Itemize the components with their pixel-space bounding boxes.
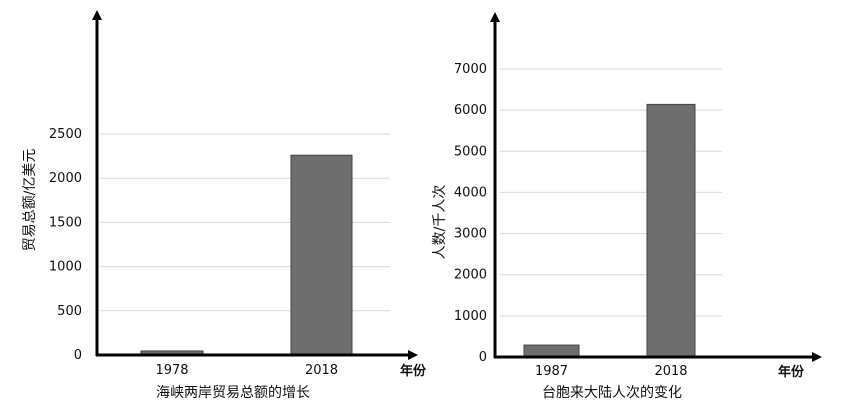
x-tick-label: 1987 bbox=[535, 364, 568, 379]
x-axis-label: 年份 bbox=[778, 364, 805, 380]
y-tick-label: 0 bbox=[479, 350, 487, 365]
y-tick-label: 2500 bbox=[49, 127, 82, 142]
y-tick-label: 7000 bbox=[454, 62, 487, 77]
y-tick-label: 5000 bbox=[454, 144, 487, 159]
x-axis-arrow bbox=[408, 350, 418, 360]
bar-2018 bbox=[290, 154, 353, 356]
chart-title: 海峡两岸贸易总额的增长 bbox=[156, 385, 310, 401]
y-tick-label: 4000 bbox=[454, 185, 487, 200]
y-axis-arrow bbox=[490, 12, 500, 22]
y-tick-label: 0 bbox=[74, 348, 82, 363]
y-axis-arrow bbox=[92, 10, 102, 20]
y-axis-label: 人数/千人次 bbox=[432, 185, 448, 260]
chart-title: 台胞来大陆人次的变化 bbox=[542, 385, 682, 401]
x-tick-label: 2018 bbox=[654, 364, 687, 379]
y-axis-label: 贸易总额/亿美元 bbox=[22, 149, 38, 252]
x-axis-arrow bbox=[812, 352, 822, 362]
y-tick-label: 1000 bbox=[454, 309, 487, 324]
bar-2018 bbox=[646, 103, 696, 358]
y-tick-label: 2000 bbox=[454, 268, 487, 283]
y-tick-label: 1000 bbox=[49, 260, 82, 275]
y-tick-label: 2000 bbox=[49, 171, 82, 186]
y-tick-label: 1500 bbox=[49, 215, 82, 230]
y-tick-label: 3000 bbox=[454, 227, 487, 242]
y-tick-label: 500 bbox=[57, 304, 82, 319]
y-tick-label: 6000 bbox=[454, 103, 487, 118]
x-axis-label: 年份 bbox=[400, 363, 427, 379]
x-tick-label: 1978 bbox=[155, 363, 188, 378]
bar-1987 bbox=[523, 344, 580, 358]
x-tick-label: 2018 bbox=[305, 363, 338, 378]
